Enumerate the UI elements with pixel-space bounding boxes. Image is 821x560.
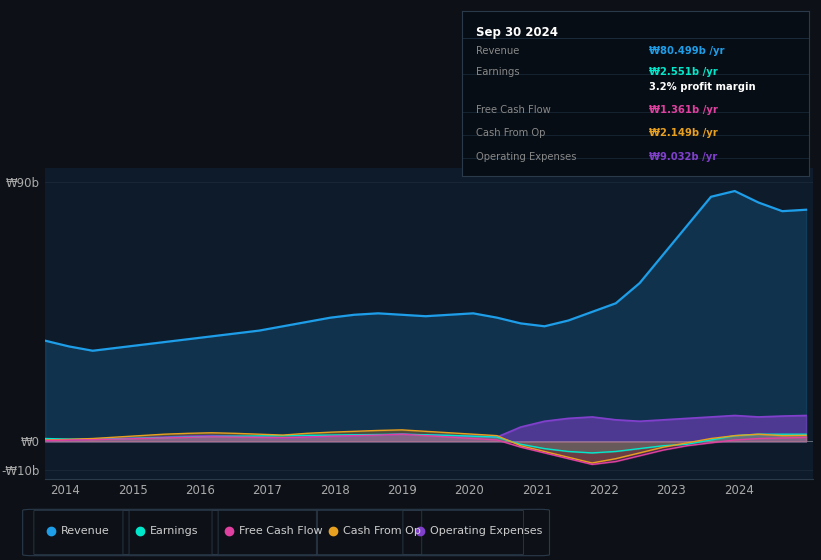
Text: Cash From Op: Cash From Op bbox=[476, 128, 545, 138]
Text: Earnings: Earnings bbox=[150, 526, 199, 536]
Text: ₩2.149b /yr: ₩2.149b /yr bbox=[649, 128, 718, 138]
Text: Free Cash Flow: Free Cash Flow bbox=[476, 105, 551, 115]
Text: Sep 30 2024: Sep 30 2024 bbox=[476, 26, 558, 39]
Text: Revenue: Revenue bbox=[61, 526, 109, 536]
Text: Operating Expenses: Operating Expenses bbox=[476, 152, 576, 162]
Text: Earnings: Earnings bbox=[476, 67, 520, 77]
Text: 3.2% profit margin: 3.2% profit margin bbox=[649, 82, 756, 92]
Text: ₩1.361b /yr: ₩1.361b /yr bbox=[649, 105, 718, 115]
Text: Operating Expenses: Operating Expenses bbox=[430, 526, 542, 536]
Text: ₩80.499b /yr: ₩80.499b /yr bbox=[649, 46, 725, 56]
Text: Free Cash Flow: Free Cash Flow bbox=[239, 526, 323, 536]
Text: ₩9.032b /yr: ₩9.032b /yr bbox=[649, 152, 718, 162]
Text: Cash From Op: Cash From Op bbox=[343, 526, 421, 536]
Text: ₩2.551b /yr: ₩2.551b /yr bbox=[649, 67, 718, 77]
Text: Revenue: Revenue bbox=[476, 46, 520, 56]
